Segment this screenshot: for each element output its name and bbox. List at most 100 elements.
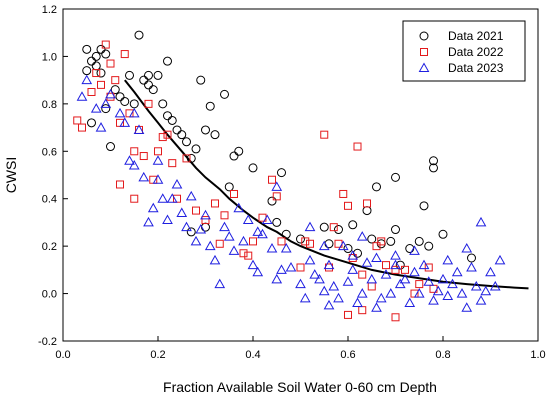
circle-data-point (429, 156, 438, 166)
triangle-data-point (271, 273, 283, 284)
triangle-data-point (100, 98, 112, 108)
plot-area-frame (62, 8, 539, 342)
circle-data-point (386, 236, 396, 246)
x-tick-label: 0.2 (150, 349, 165, 361)
x-axis-label: Fraction Available Soil Water 0-60 cm De… (163, 379, 437, 395)
y-axis-label: CWSI (3, 157, 19, 194)
circle-data-point (186, 153, 196, 163)
circle-data-point (277, 168, 286, 178)
y-tick-label: 0.0 (42, 289, 57, 301)
triangle-data-point (185, 190, 197, 201)
square-data-point (391, 313, 400, 322)
square-data-point (201, 216, 210, 225)
triangle-data-point (233, 202, 245, 213)
circle-data-point (163, 56, 172, 66)
triangle-data-point (314, 273, 325, 284)
triangle-data-point (166, 193, 178, 203)
triangle-data-point (152, 155, 164, 165)
triangle-data-point (299, 292, 311, 303)
triangle-data-point (204, 240, 216, 251)
circle-data-point (110, 85, 120, 95)
triangle-data-point (356, 288, 368, 298)
circle-data-point (405, 244, 415, 254)
circle-data-point (144, 80, 153, 90)
triangle-data-point (394, 278, 406, 289)
triangle-data-point (475, 216, 487, 227)
triangle-data-point (76, 91, 88, 101)
triangle-data-point (461, 242, 473, 253)
square-data-point (367, 282, 376, 291)
square-data-point (73, 116, 82, 125)
triangle-data-point (261, 214, 273, 225)
triangle-data-point (276, 264, 287, 274)
circle-data-point (186, 227, 196, 237)
triangle-data-point (304, 221, 316, 232)
triangle-data-point (380, 269, 392, 279)
triangle-data-point (442, 254, 454, 265)
legend: Data 2021 Data 2022 Data 2023 (402, 20, 526, 82)
triangle-data-point (252, 226, 264, 236)
square-data-point (391, 265, 400, 274)
triangle-data-point (413, 288, 425, 298)
y-tick-label: 0.6 (42, 146, 57, 158)
axis-tick-labels: 0.0 0.2 0.4 0.6 0.8 1.0-0.20.00.20.40.60.81.0… (38, 4, 546, 361)
circle-data-point (429, 163, 438, 173)
triangle-data-point (223, 231, 235, 241)
triangle-data-point (171, 178, 183, 189)
circle-data-point (348, 220, 358, 230)
square-data-point (382, 261, 390, 270)
square-data-point (320, 130, 329, 139)
square-data-point (111, 76, 120, 85)
circle-data-point (120, 96, 130, 106)
y-tick-label: 0.4 (42, 194, 57, 206)
legend-marker-square (420, 48, 428, 56)
square-data-point (168, 159, 177, 168)
triangle-data-point (456, 288, 468, 298)
square-data-point (211, 199, 219, 208)
triangle-data-point (195, 224, 207, 234)
triangle-data-point (337, 240, 349, 251)
triangle-data-point (214, 278, 226, 289)
triangle-data-point (105, 88, 116, 99)
triangle-data-point (209, 254, 221, 265)
triangle-data-point (128, 159, 140, 170)
triangle-data-point (428, 295, 439, 305)
circle-data-point (91, 61, 101, 71)
legend-label: Data 2021 (448, 29, 504, 43)
square-data-point (239, 249, 248, 258)
square-data-point (358, 270, 367, 279)
triangle-data-point (318, 285, 330, 296)
circle-data-point (296, 234, 305, 244)
triangle-data-point (333, 292, 344, 303)
triangle-data-point (128, 107, 140, 118)
data-points (73, 30, 506, 322)
square-data-point (116, 180, 124, 189)
circle-data-point (201, 222, 210, 232)
circle-data-point (281, 229, 291, 239)
triangle-data-point (375, 292, 387, 303)
triangle-data-point (470, 280, 482, 291)
circle-data-point (191, 144, 201, 154)
circle-data-point (96, 44, 106, 54)
triangle-data-point (119, 117, 131, 127)
square-data-point (87, 88, 96, 96)
circle-data-point (101, 104, 111, 114)
circle-data-point (96, 68, 106, 78)
triangle-data-point (399, 273, 411, 284)
triangle-data-point (447, 278, 458, 289)
y-tick-label: 1.2 (42, 4, 57, 16)
square-data-point (306, 239, 314, 248)
circle-data-point (248, 163, 258, 173)
triangle-data-point (323, 259, 335, 270)
y-tick-label: 0.8 (42, 99, 57, 111)
circle-data-point (129, 99, 139, 109)
legend-marker-triangle (418, 62, 430, 72)
circle-data-point (201, 125, 210, 135)
triangle-data-point (318, 240, 330, 251)
square-data-point (101, 40, 110, 49)
triangle-data-point (432, 285, 444, 296)
triangle-data-point (494, 254, 506, 265)
circle-data-point (343, 244, 353, 254)
square-data-point (144, 99, 153, 108)
circle-data-point (177, 130, 187, 140)
